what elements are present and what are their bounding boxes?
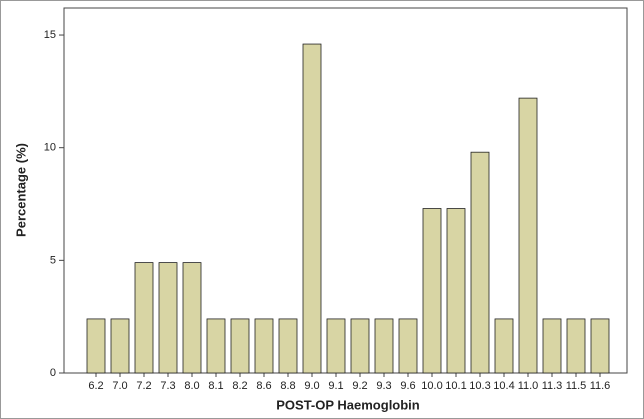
bar xyxy=(278,318,298,374)
bar xyxy=(566,318,586,374)
x-tick-label: 8.0 xyxy=(184,380,199,392)
x-tick-label: 8.1 xyxy=(208,380,223,392)
bar xyxy=(206,318,226,374)
bar xyxy=(590,318,610,374)
x-tick-label: 10.0 xyxy=(421,380,442,392)
bar xyxy=(302,43,322,374)
x-tick-label: 8.8 xyxy=(280,380,295,392)
y-axis-title: Percentage (%) xyxy=(13,143,28,237)
bar xyxy=(86,318,106,374)
y-tick-label: 15 xyxy=(44,29,56,41)
x-tick-label: 9.3 xyxy=(376,380,391,392)
bar xyxy=(158,262,178,374)
y-tick-label: 5 xyxy=(50,254,56,266)
y-tick-label: 10 xyxy=(44,142,56,154)
x-tick-label: 9.6 xyxy=(400,380,415,392)
x-tick-label: 7.2 xyxy=(136,380,151,392)
bar xyxy=(470,151,490,374)
bar xyxy=(422,208,442,374)
bar xyxy=(326,318,346,374)
x-tick-label: 11.5 xyxy=(566,380,587,392)
bar xyxy=(110,318,130,374)
x-tick-label: 6.2 xyxy=(88,380,103,392)
x-tick-label: 11.3 xyxy=(542,380,563,392)
x-tick-label: 9.2 xyxy=(352,380,367,392)
x-tick-label: 11.0 xyxy=(518,380,539,392)
x-tick-label: 7.0 xyxy=(112,380,127,392)
y-tick-label: 0 xyxy=(50,367,56,379)
x-tick-label: 8.2 xyxy=(232,380,247,392)
x-tick-label: 7.3 xyxy=(160,380,175,392)
bar xyxy=(182,262,202,374)
bar xyxy=(374,318,394,374)
bar xyxy=(542,318,562,374)
bar xyxy=(230,318,250,374)
x-tick-label: 8.6 xyxy=(256,380,271,392)
bar xyxy=(518,97,538,374)
x-tick-label: 11.6 xyxy=(590,380,611,392)
bar xyxy=(134,262,154,374)
bar xyxy=(398,318,418,374)
x-tick-label: 9.0 xyxy=(304,380,319,392)
bar xyxy=(350,318,370,374)
bar xyxy=(254,318,274,374)
bar xyxy=(446,208,466,374)
bar xyxy=(494,318,514,374)
x-axis-title: POST-OP Haemoglobin xyxy=(276,397,420,412)
x-tick-label: 10.1 xyxy=(445,380,466,392)
x-tick-label: 10.4 xyxy=(493,380,514,392)
x-tick-label: 10.3 xyxy=(469,380,490,392)
x-tick-label: 9.1 xyxy=(328,380,343,392)
